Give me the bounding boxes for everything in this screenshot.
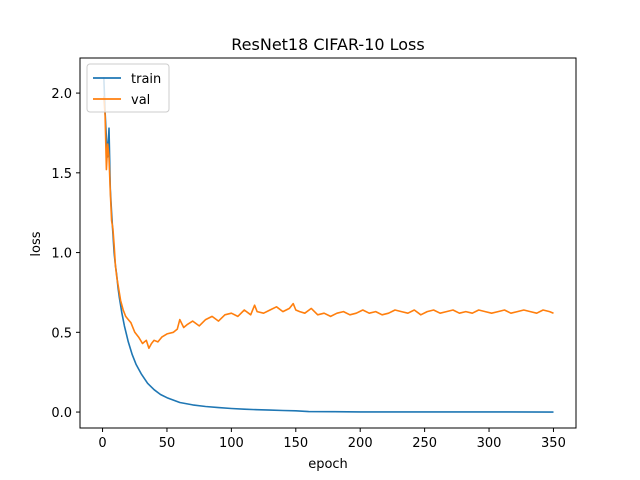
x-tick-label: 0 <box>98 436 106 451</box>
y-tick-label: 1.0 <box>51 247 72 262</box>
legend-label-val: val <box>131 93 150 108</box>
legend-box <box>86 63 170 113</box>
y-axis-ticks: 0.0 0.5 1.0 1.5 2.0 <box>51 87 80 421</box>
chart-title: ResNet18 CIFAR-10 Loss <box>231 35 424 54</box>
x-tick-label: 200 <box>348 436 373 451</box>
series-line-val <box>103 96 554 350</box>
x-tick-label: 300 <box>477 436 502 451</box>
y-axis-label: loss <box>29 231 44 256</box>
x-axis-ticks: 0 50 100 150 200 250 300 350 <box>98 428 566 451</box>
x-tick-label: 50 <box>159 436 176 451</box>
x-tick-label: 350 <box>541 436 566 451</box>
x-tick-label: 250 <box>412 436 437 451</box>
legend: train val <box>86 63 170 113</box>
x-tick-label: 150 <box>283 436 308 451</box>
x-tick-label: 100 <box>219 436 244 451</box>
y-tick-label: 1.5 <box>51 167 72 182</box>
x-axis-label: epoch <box>308 457 348 472</box>
y-tick-label: 0.0 <box>51 406 72 421</box>
y-tick-label: 2.0 <box>51 87 72 102</box>
y-tick-label: 0.5 <box>51 326 72 341</box>
plot-frame <box>79 57 577 429</box>
plot-lines <box>103 77 554 413</box>
legend-label-train: train <box>131 72 161 87</box>
